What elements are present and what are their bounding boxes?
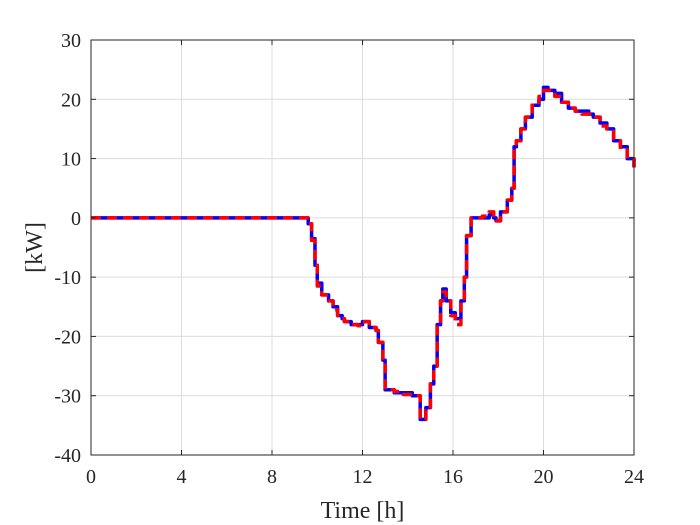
x-tick-label: 12 <box>353 466 373 488</box>
x-axis-ticks: 0 4 8 12 16 20 24 <box>86 40 644 488</box>
x-tick-label: 0 <box>86 466 96 488</box>
y-tick-label: -10 <box>54 267 81 289</box>
x-tick-label: 4 <box>177 466 187 488</box>
series-line-2 <box>91 88 636 422</box>
y-tick-label: -20 <box>54 326 81 348</box>
y-axis-ticks: -40 -30 -20 -10 0 10 20 30 <box>54 30 634 467</box>
x-tick-label: 24 <box>624 466 644 488</box>
x-tick-label: 20 <box>534 466 554 488</box>
y-tick-label: -30 <box>54 386 81 408</box>
y-tick-label: 30 <box>61 30 81 52</box>
y-tick-label: 0 <box>71 208 81 230</box>
series-group <box>91 85 636 422</box>
x-axis-title: Time [h] <box>321 498 405 524</box>
y-tick-label: 10 <box>61 149 81 171</box>
y-tick-label: -40 <box>54 445 81 467</box>
x-tick-label: 16 <box>443 466 463 488</box>
y-axis-title: [kW] <box>22 222 48 273</box>
x-tick-label: 8 <box>267 466 277 488</box>
y-tick-label: 20 <box>61 89 81 111</box>
